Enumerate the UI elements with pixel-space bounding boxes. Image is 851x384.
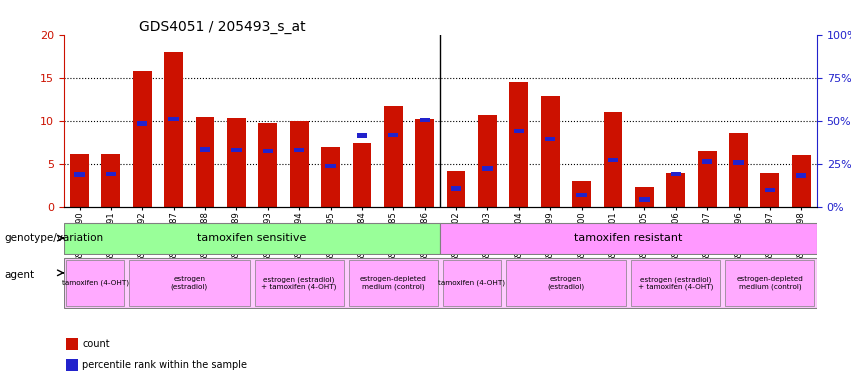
Text: estrogen
(estradiol): estrogen (estradiol) (171, 276, 208, 290)
Bar (70, 154, 89, 207)
Bar (483, 166, 493, 170)
Bar (631, 260, 720, 306)
Bar (66, 260, 124, 306)
Bar (106, 172, 116, 176)
Bar (357, 134, 367, 138)
Text: GDS4051 / 205493_s_at: GDS4051 / 205493_s_at (139, 20, 306, 33)
Text: estrogen
(estradiol): estrogen (estradiol) (547, 276, 585, 290)
Bar (791, 155, 811, 207)
Bar (698, 151, 717, 207)
Bar (200, 147, 210, 152)
Bar (572, 182, 591, 207)
Bar (440, 222, 817, 253)
Bar (447, 171, 465, 207)
Bar (505, 260, 626, 306)
Bar (66, 338, 77, 350)
Text: agent: agent (4, 270, 34, 280)
Bar (765, 188, 775, 192)
Bar (164, 52, 183, 207)
Bar (635, 187, 654, 207)
Text: genotype/variation: genotype/variation (4, 233, 103, 243)
Bar (576, 193, 587, 197)
Bar (66, 359, 77, 371)
Bar (451, 186, 461, 190)
Bar (639, 197, 649, 202)
Bar (349, 260, 438, 306)
Bar (761, 173, 780, 207)
Bar (196, 117, 214, 207)
Bar (259, 123, 277, 207)
Bar (133, 71, 151, 207)
Bar (514, 129, 524, 134)
Bar (289, 121, 309, 207)
Bar (702, 159, 712, 164)
Bar (129, 260, 249, 306)
Text: percentile rank within the sample: percentile rank within the sample (83, 360, 247, 370)
Bar (64, 222, 440, 253)
Text: tamoxifen sensitive: tamoxifen sensitive (197, 233, 307, 243)
Bar (263, 149, 273, 153)
Text: count: count (83, 339, 110, 349)
Bar (725, 260, 814, 306)
Bar (671, 172, 681, 176)
Bar (254, 260, 344, 306)
Bar (168, 117, 179, 121)
Bar (608, 158, 618, 162)
Bar (294, 148, 305, 152)
Bar (545, 137, 556, 141)
Bar (478, 115, 497, 207)
Bar (796, 173, 807, 177)
Text: estrogen-depleted
medium (control): estrogen-depleted medium (control) (360, 276, 426, 290)
Text: tamoxifen (4-OHT): tamoxifen (4-OHT) (62, 280, 129, 286)
Bar (734, 160, 744, 165)
Bar (729, 133, 748, 207)
Text: estrogen-depleted
medium (control): estrogen-depleted medium (control) (736, 276, 803, 290)
Text: estrogen (estradiol)
+ tamoxifen (4-OHT): estrogen (estradiol) + tamoxifen (4-OHT) (638, 276, 713, 290)
Text: tamoxifen resistant: tamoxifen resistant (574, 233, 683, 243)
Bar (227, 118, 246, 207)
Bar (74, 172, 85, 177)
Bar (384, 106, 403, 207)
Bar (231, 148, 242, 152)
Bar (137, 121, 147, 126)
Bar (388, 132, 398, 137)
Bar (603, 113, 622, 207)
Bar (510, 82, 528, 207)
Text: estrogen (estradiol)
+ tamoxifen (4-OHT): estrogen (estradiol) + tamoxifen (4-OHT) (261, 276, 337, 290)
Bar (325, 164, 336, 168)
Bar (415, 119, 434, 207)
Bar (321, 147, 340, 207)
Bar (420, 118, 430, 122)
Bar (540, 96, 560, 207)
Bar (352, 144, 371, 207)
Text: tamoxifen (4-OHT): tamoxifen (4-OHT) (438, 280, 505, 286)
Bar (666, 173, 685, 207)
Bar (443, 260, 500, 306)
Bar (101, 154, 120, 207)
